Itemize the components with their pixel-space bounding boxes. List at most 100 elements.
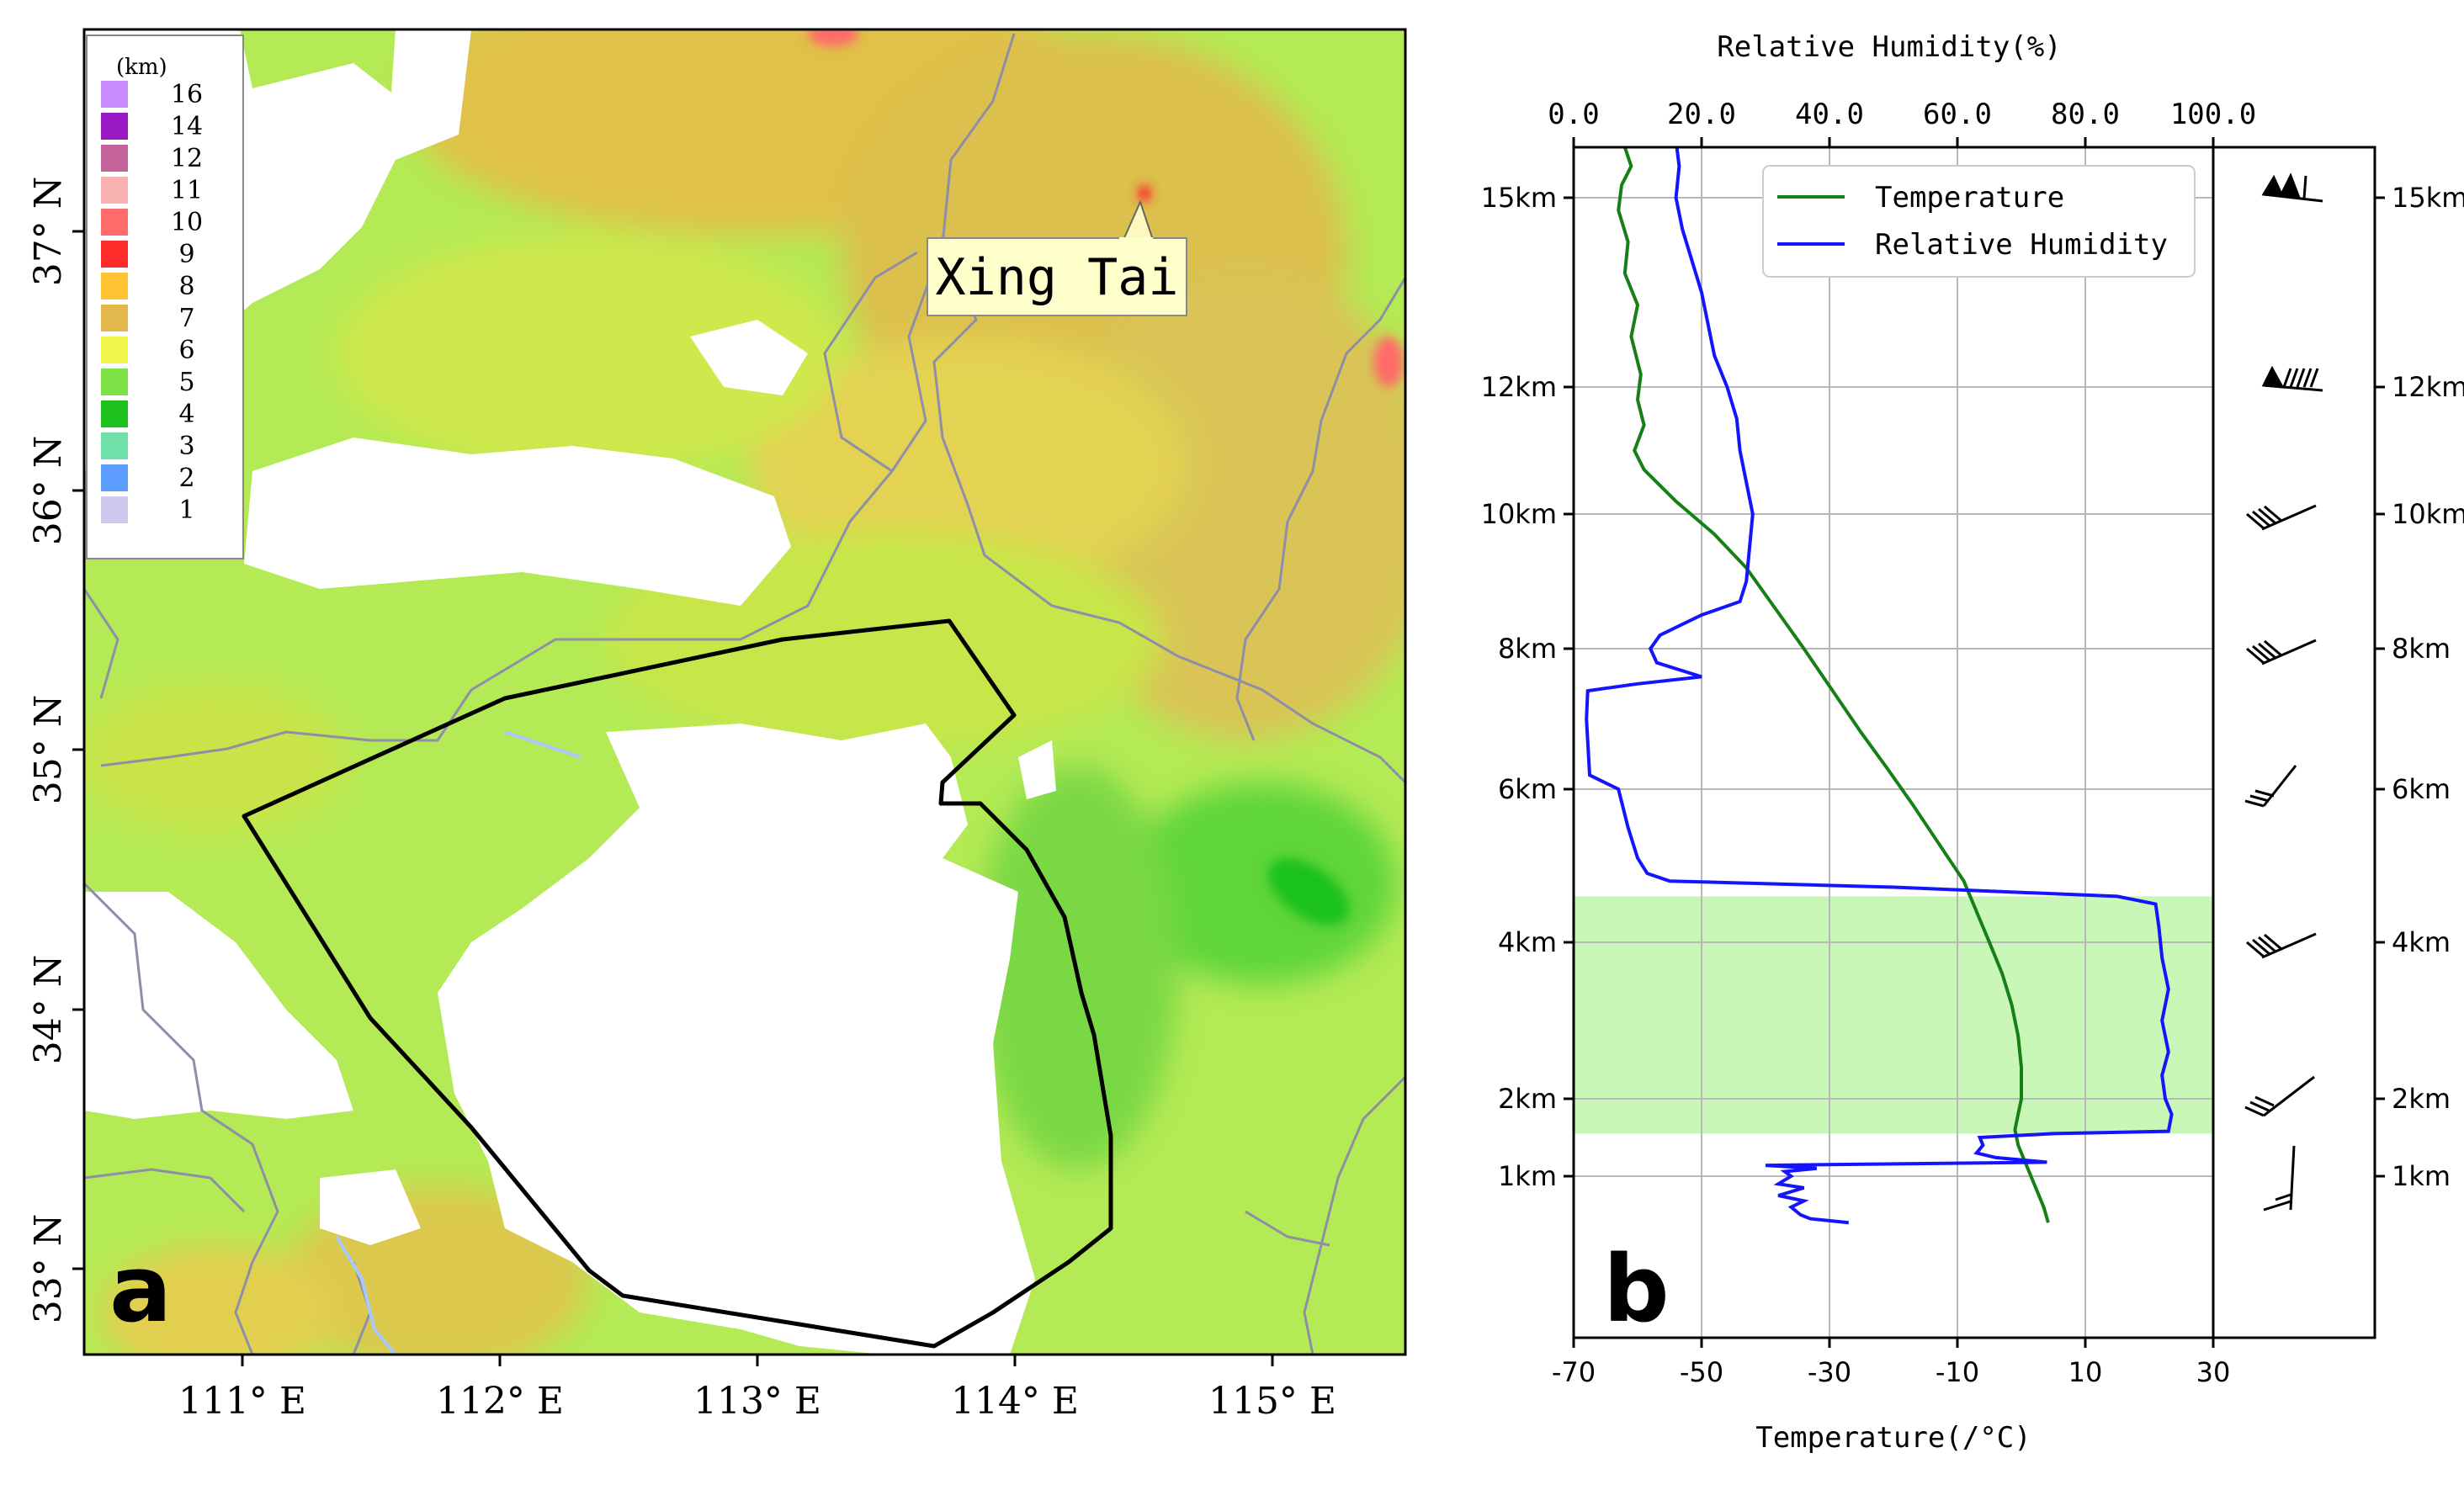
- legend-swatch: [101, 273, 128, 300]
- wind-barb: [2246, 639, 2317, 665]
- map-x-tick-label: 115° E: [1208, 1380, 1336, 1423]
- legend-swatch: [101, 432, 128, 459]
- wind-barb: [2244, 765, 2297, 808]
- plot-frame: [1572, 146, 2215, 1339]
- legend-entry-label: 5: [178, 368, 194, 397]
- legend-entry-label: 16: [171, 80, 203, 109]
- map-x-tick-label: 112° E: [436, 1380, 564, 1423]
- legend-entry-label: 4: [178, 400, 194, 429]
- panel-b-profile-chart: -70 -50 -30 -10 10 30 0.0 20.0 40.0 60.0 80.0 100.…: [1481, 30, 2464, 1455]
- map-y-ticks: 37° N 36° N 35° N 34° N 33° N: [27, 177, 84, 1323]
- legend-swatch: [101, 400, 128, 427]
- legend-swatch: [101, 145, 128, 172]
- height-tick-label-right: 2km: [2392, 1083, 2451, 1115]
- humidity-tick-label: 0.0: [1548, 98, 1599, 131]
- legend-swatch: [101, 464, 128, 491]
- map-y-tick-label: 34° N: [27, 955, 70, 1064]
- map-x-tick-label: 114° E: [951, 1380, 1079, 1423]
- temperature-line: [1617, 147, 2050, 1223]
- height-tick-label-left: 4km: [1498, 926, 1557, 958]
- legend-entry-label: 12: [171, 144, 203, 173]
- humidity-tick-label: 40.0: [1795, 98, 1864, 131]
- height-tick-label-right: 1km: [2392, 1160, 2451, 1192]
- xing-tai-label: Xing Tai: [936, 248, 1179, 307]
- wind-barb: [2263, 1145, 2296, 1212]
- rivers: [335, 730, 581, 1355]
- temperature-tick-label: -10: [1936, 1356, 1979, 1388]
- legend-unit: (km): [116, 55, 167, 80]
- map-legend: (km) 16 14 12 11 10 9 8 7 6 5 4 3 2 1: [86, 34, 244, 559]
- map-frame: [82, 28, 1407, 1356]
- humidity-tick-label: 80.0: [2051, 98, 2120, 131]
- temperature-ticks: -70 -50 -30 -10 10 30: [1552, 1338, 2230, 1388]
- humidity-tick-label: 20.0: [1667, 98, 1736, 131]
- legend-entry-label: 2: [178, 464, 194, 493]
- legend-swatch: [101, 369, 128, 395]
- map-y-tick-label: 35° N: [27, 695, 70, 804]
- map-y-tick-label: 33° N: [27, 1214, 70, 1323]
- height-tick-label-left: 1km: [1498, 1160, 1557, 1192]
- legend-swatch: [101, 305, 128, 331]
- wind-barb: [2246, 932, 2317, 959]
- panel-a-label: a: [109, 1235, 172, 1343]
- height-ticks-left: 15km 12km 10km 8km 6km 4km 2km 1km: [1481, 182, 1574, 1192]
- xing-tai-annotation: Xing Tai: [927, 199, 1187, 316]
- legend-entry-label: 14: [171, 112, 203, 141]
- humidity-ticks: 0.0 20.0 40.0 60.0 80.0 100.0: [1548, 98, 2256, 147]
- height-tick-label-left: 6km: [1498, 773, 1557, 805]
- bottom-axis-label: Temperature(/°C): [1755, 1421, 2031, 1455]
- wind-barbs: [2244, 172, 2323, 1212]
- wind-barb: [2261, 172, 2323, 203]
- legend-entry-label: 9: [178, 240, 194, 269]
- height-tick-label-right: 6km: [2392, 773, 2451, 805]
- chart-grid: [1574, 147, 2213, 1338]
- temperature-tick-label: 10: [2068, 1356, 2103, 1388]
- legend-swatch: [101, 241, 128, 268]
- shaded-layer: [1574, 896, 2213, 1134]
- height-ticks-right: 15km 12km 10km 8km 6km 4km 2km 1km: [2375, 182, 2464, 1192]
- legend-entry-label: 11: [171, 176, 203, 205]
- legend-humidity-label: Relative Humidity: [1875, 228, 2168, 262]
- legend-swatch: [101, 496, 128, 523]
- map-x-tick-label: 111° E: [178, 1380, 306, 1423]
- map-raster: [84, 29, 1405, 1355]
- panel-a-map: 111° E 112° E 113° E 114° E 115° E 37° N 36° …: [27, 28, 1407, 1423]
- legend-entry-label: 7: [178, 304, 194, 333]
- temperature-tick-label: 30: [2196, 1356, 2231, 1388]
- legend-temperature-label: Temperature: [1875, 181, 2064, 215]
- legend-swatch: [101, 113, 128, 140]
- legend-entry-label: 6: [178, 336, 194, 365]
- legend-swatch: [101, 81, 128, 108]
- height-tick-label-right: 15km: [2392, 182, 2464, 214]
- height-tick-label-left: 15km: [1481, 182, 1557, 214]
- legend-swatch: [101, 337, 128, 363]
- legend-entry-label: 8: [178, 272, 194, 301]
- height-tick-label-right: 4km: [2392, 926, 2451, 958]
- humidity-tick-label: 60.0: [1923, 98, 1992, 131]
- height-tick-label-left: 10km: [1481, 498, 1557, 530]
- map-x-tick-label: 113° E: [693, 1380, 821, 1423]
- wind-barb-frame: [2212, 146, 2376, 1339]
- height-tick-label-right: 10km: [2392, 498, 2464, 530]
- top-axis-label: Relative Humidity(%): [1717, 30, 2061, 64]
- map-y-tick-label: 36° N: [27, 436, 70, 545]
- wind-barb: [2261, 365, 2323, 392]
- height-tick-label-right: 8km: [2392, 633, 2451, 665]
- legend-swatch: [101, 209, 128, 236]
- temperature-tick-label: -50: [1680, 1356, 1723, 1388]
- relative-humidity-line: [1585, 147, 2174, 1225]
- map-y-tick-label: 37° N: [27, 177, 70, 286]
- legend-entry-label: 1: [178, 496, 194, 525]
- province-boundaries: [84, 33, 1405, 1355]
- height-tick-label-left: 2km: [1498, 1083, 1557, 1115]
- wind-barb: [2246, 504, 2317, 531]
- panel-b-label: b: [1603, 1235, 1670, 1343]
- legend-swatch: [101, 177, 128, 204]
- height-tick-label-right: 12km: [2392, 371, 2464, 403]
- humidity-tick-label: 100.0: [2170, 98, 2256, 131]
- height-tick-label-left: 12km: [1481, 371, 1557, 403]
- legend-entry-label: 3: [178, 432, 194, 461]
- temperature-tick-label: -70: [1552, 1356, 1596, 1388]
- map-x-ticks: 111° E 112° E 113° E 114° E 115° E: [178, 1355, 1336, 1423]
